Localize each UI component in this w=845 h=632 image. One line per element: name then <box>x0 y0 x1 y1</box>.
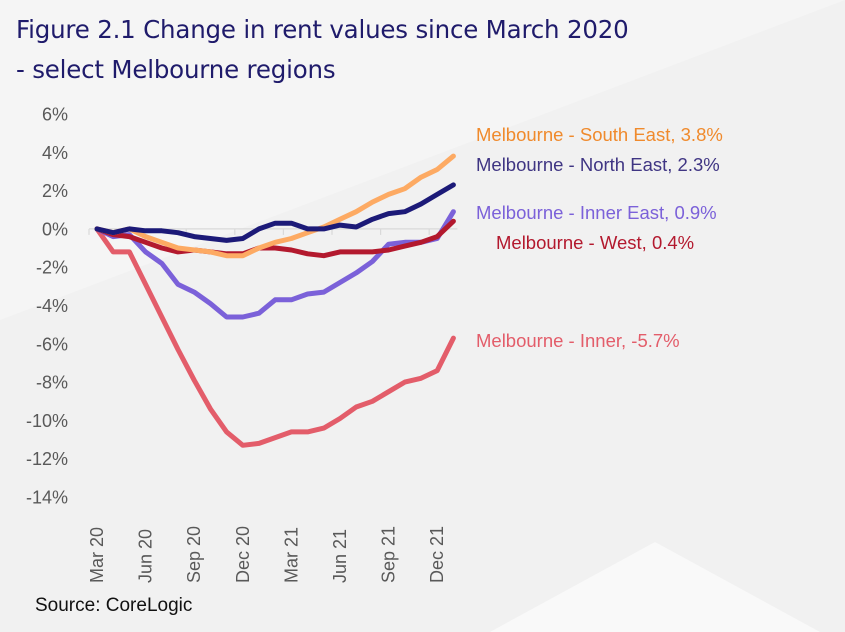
y-tick-label: -14% <box>26 488 68 508</box>
series-label-melbourne-west: Melbourne - West, 0.4% <box>496 232 694 253</box>
chart-title: Figure 2.1 Change in rent values since M… <box>16 15 629 84</box>
background-triangle <box>490 542 820 632</box>
x-tick-label: Dec 20 <box>233 526 253 583</box>
x-tick-label: Dec 21 <box>427 526 447 583</box>
y-tick-label: 6% <box>42 105 68 125</box>
series-labels: Melbourne - Inner, -5.7% Melbourne - Inne… <box>476 124 723 351</box>
x-tick-label: Jun 21 <box>330 529 350 583</box>
series-label-melbourne-north-east: Melbourne - North East, 2.3% <box>476 154 720 175</box>
x-tick-label: Mar 20 <box>87 527 107 583</box>
series-line-melbourne-inner-east <box>94 209 456 320</box>
series-line-melbourne-west <box>94 218 456 259</box>
y-tick-label: 4% <box>42 143 68 163</box>
y-tick-label: -2% <box>36 258 68 278</box>
y-tick-label: -8% <box>36 373 68 393</box>
x-tick-label: Mar 21 <box>281 527 301 583</box>
series-line-melbourne-south-east <box>94 153 456 259</box>
series-line-melbourne-inner <box>94 226 456 448</box>
y-tick-label: -6% <box>36 334 68 354</box>
series-line-melbourne-north-east <box>94 182 456 243</box>
series-label-melbourne-inner-east: Melbourne - Inner East, 0.9% <box>476 202 717 223</box>
y-tick-label: -10% <box>26 411 68 431</box>
x-tick-label: Sep 20 <box>184 526 204 583</box>
x-tick-labels: Mar 20 Jun 20 Sep 20 Dec 20 Mar 21 Jun 21 Sep … <box>87 526 447 583</box>
series-lines <box>94 153 456 448</box>
source-note: Source: CoreLogic <box>35 595 193 616</box>
y-tick-label: 0% <box>42 219 68 239</box>
x-tick-label: Sep 21 <box>379 526 399 583</box>
y-axis: 6% 4% 2% 0% -2% -4% -6% -8% -10% -12% -14% <box>26 105 68 508</box>
y-tick-label: -4% <box>36 296 68 316</box>
series-label-melbourne-inner: Melbourne - Inner, -5.7% <box>476 330 680 351</box>
x-tick-label: Jun 20 <box>136 529 156 583</box>
series-label-melbourne-south-east: Melbourne - South East, 3.8% <box>476 124 723 145</box>
y-tick-label: -12% <box>26 449 68 469</box>
y-tick-label: 2% <box>42 181 68 201</box>
